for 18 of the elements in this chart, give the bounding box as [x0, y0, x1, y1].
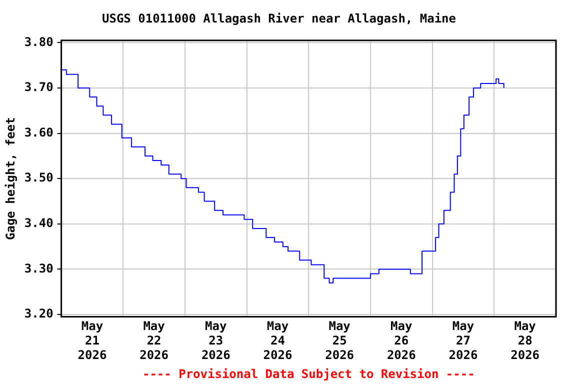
y-axis-title: Gage height, feet: [3, 117, 18, 240]
y-tick-label: 3.20: [24, 306, 54, 321]
text: ---- Provisional Data Subject to Revision ----: [142, 367, 475, 382]
y-tick-label: 3.70: [24, 80, 54, 94]
x-tick-label: May 28 2026: [510, 319, 540, 362]
x-tick-label: May 21 2026: [78, 319, 107, 362]
x-tick-label: May 24 2026: [263, 319, 292, 362]
x-tick-label: May 25 2026: [325, 319, 354, 362]
chart-title: USGS 01011000 Allagash River near Allagash, Maine: [102, 11, 456, 26]
y-tick-label: 3.60: [24, 125, 54, 140]
y-tick-label: 3.30: [24, 261, 54, 276]
y-tick-label: 3.80: [24, 34, 54, 49]
y-tick-label: 3.40: [24, 216, 54, 230]
x-tick-label: May 22 2026: [140, 319, 169, 362]
x-tick-label: May 27 2026: [448, 319, 478, 362]
x-tick-label: May 26 2026: [386, 319, 416, 362]
x-tick-label: May 23 2026: [201, 319, 230, 362]
y-tick-label: 3.50: [24, 170, 54, 185]
